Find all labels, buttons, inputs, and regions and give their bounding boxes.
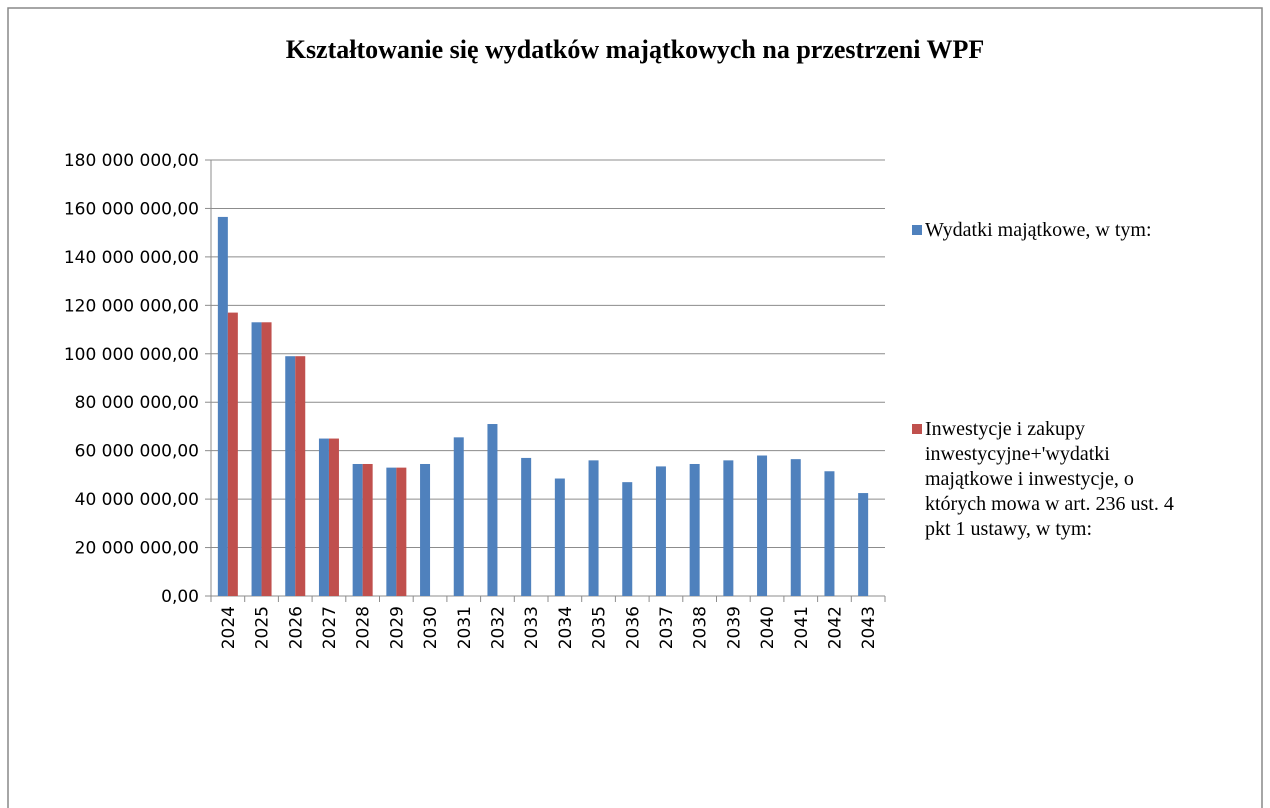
x-tick-label: 2035: [590, 606, 610, 649]
x-tick-label: 2024: [219, 606, 239, 649]
bar: [420, 463, 431, 596]
x-tick-label: 2040: [758, 606, 778, 649]
bar: [487, 424, 498, 596]
bar: [285, 356, 296, 596]
chart-title: Kształtowanie się wydatków majątkowych n…: [286, 35, 985, 64]
bar: [622, 482, 633, 596]
legend-item: Wydatki majątkowe, w tym:: [912, 218, 1182, 243]
x-tick-label: 2026: [286, 606, 306, 649]
bar: [554, 478, 565, 596]
x-tick-label: 2032: [488, 606, 508, 649]
y-tick-label: 120 000 000,00: [64, 296, 199, 316]
x-tick-label: 2043: [859, 606, 879, 649]
bar: [790, 459, 801, 596]
y-tick-label: 100 000 000,00: [64, 345, 199, 365]
bar: [396, 467, 407, 596]
y-tick-label: 180 000 000,00: [64, 151, 199, 171]
bar: [352, 463, 363, 596]
bar: [251, 322, 262, 596]
y-tick-label: 160 000 000,00: [64, 199, 199, 219]
bar: [217, 216, 228, 596]
x-tick-label: 2039: [724, 606, 744, 649]
y-tick-label: 0,00: [161, 587, 199, 607]
x-tick-label: 2034: [556, 606, 576, 649]
x-tick-label: 2027: [320, 606, 340, 649]
x-tick-label: 2031: [455, 606, 475, 649]
x-tick-label: 2036: [623, 606, 643, 649]
bar: [723, 460, 734, 596]
bar: [328, 438, 339, 596]
bar: [655, 466, 666, 596]
y-tick-label: 80 000 000,00: [75, 393, 199, 413]
bar: [824, 471, 835, 596]
bar: [521, 457, 532, 596]
x-tick-label: 2028: [354, 606, 374, 649]
x-tick-label: 2029: [387, 606, 407, 649]
legend-swatch: [912, 424, 922, 434]
x-tick-label: 2041: [792, 606, 812, 649]
bar: [386, 467, 397, 596]
bar: [588, 460, 599, 596]
x-tick-label: 2037: [657, 606, 677, 649]
chart-frame: [7, 7, 1263, 808]
y-tick-label: 60 000 000,00: [75, 442, 199, 462]
y-tick-label: 40 000 000,00: [75, 490, 199, 510]
y-tick-label: 140 000 000,00: [64, 248, 199, 268]
bar: [858, 493, 869, 596]
x-tick-label: 2030: [421, 606, 441, 649]
legend-item: Inwestycje i zakupy inwestycyjne+'wydatk…: [912, 417, 1182, 542]
bar: [318, 438, 329, 596]
x-tick-label: 2025: [253, 606, 273, 649]
bar: [757, 455, 768, 596]
x-tick-label: 2042: [825, 606, 845, 649]
bar: [453, 437, 464, 596]
x-tick-label: 2033: [522, 606, 542, 649]
bar: [689, 463, 700, 596]
bar: [227, 312, 238, 596]
legend-label: Inwestycje i zakupy inwestycyjne+'wydatk…: [925, 418, 1174, 540]
legend-swatch: [912, 225, 922, 235]
x-tick-label: 2038: [691, 606, 711, 649]
bar: [362, 463, 373, 596]
bar: [295, 356, 306, 596]
bar: [261, 322, 272, 596]
y-tick-label: 20 000 000,00: [75, 539, 199, 559]
legend-label: Wydatki majątkowe, w tym:: [925, 219, 1152, 241]
